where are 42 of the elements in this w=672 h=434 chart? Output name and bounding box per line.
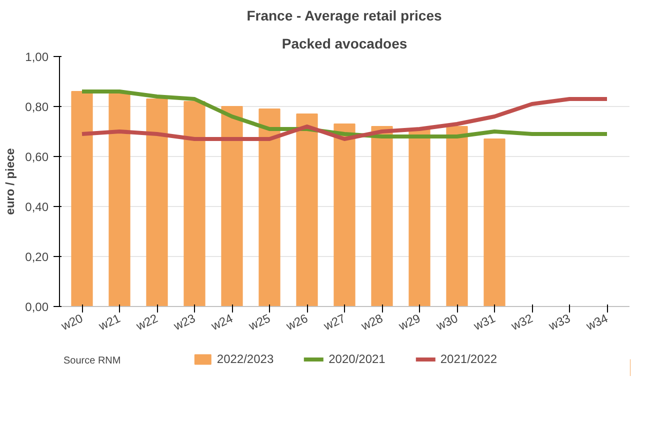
x-tick-label: w23: [170, 311, 198, 334]
chart-title: France - Average retail prices: [246, 8, 442, 24]
x-tick-label: w27: [320, 311, 348, 334]
legend-label: 2021/2022: [440, 352, 498, 366]
y-tick-label: 0,80: [25, 100, 49, 114]
x-tick-label: w32: [508, 311, 536, 334]
bar: [258, 108, 280, 306]
line-series: [80, 97, 609, 141]
bar: [221, 106, 243, 306]
bar: [484, 138, 506, 306]
legend-label: 2020/2021: [328, 352, 386, 366]
x-tick-label: w31: [470, 311, 498, 334]
chart-subtitle: Packed avocadoes: [282, 36, 408, 52]
x-tick-label: w34: [583, 311, 610, 334]
bar: [408, 128, 430, 306]
y-tick-label: 0,60: [25, 150, 49, 164]
x-tick-label: w20: [58, 311, 86, 334]
x-tick-label: w26: [283, 311, 310, 334]
source-note: Source RNM: [64, 356, 121, 366]
x-tick-label: w28: [358, 311, 386, 334]
bar: [296, 114, 318, 306]
bar: [184, 101, 206, 306]
x-tick-label: w33: [546, 311, 573, 334]
line-series: [80, 90, 609, 138]
y-tick-label: 1,00: [25, 50, 49, 64]
y-axis-title: euro / piece: [3, 148, 18, 215]
bar: [334, 124, 356, 306]
legend-label: 2022/2023: [216, 352, 274, 366]
x-tick-label: w24: [208, 311, 236, 334]
y-tick-label: 0,00: [25, 300, 49, 314]
x-tick-label: w29: [396, 311, 423, 334]
x-tick-label: w30: [433, 311, 460, 334]
bar: [371, 126, 393, 306]
y-tick-label: 0,20: [25, 250, 49, 264]
x-tick-label: w22: [133, 311, 160, 334]
bar: [108, 94, 130, 306]
x-tick-label: w25: [246, 311, 273, 334]
bar: [146, 98, 168, 306]
x-tick-label: w21: [96, 311, 123, 334]
bar: [71, 91, 93, 306]
bar: [446, 126, 468, 306]
y-tick-label: 0,40: [25, 200, 49, 214]
